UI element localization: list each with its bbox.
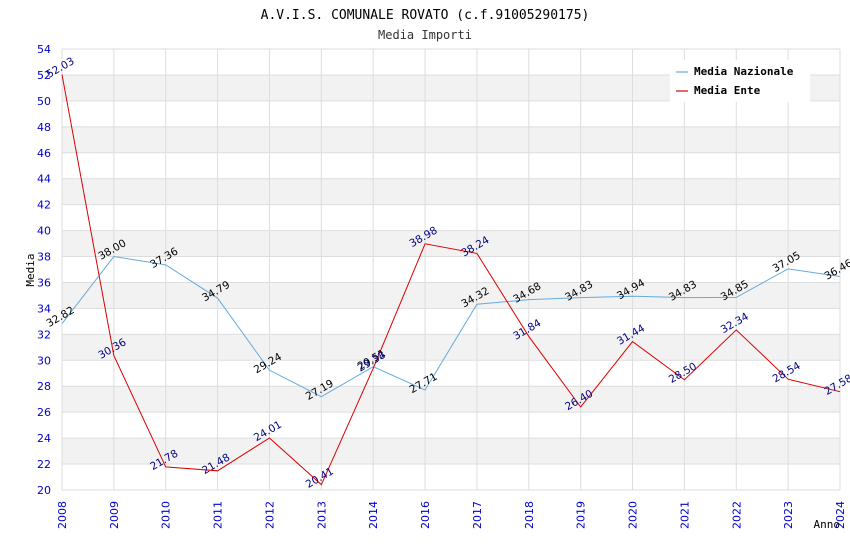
y-tick-label: 34 bbox=[37, 302, 51, 315]
x-tick-label: 2018 bbox=[523, 501, 536, 529]
x-tick-label: 2020 bbox=[627, 501, 640, 529]
y-tick-label: 54 bbox=[37, 43, 51, 56]
y-tick-label: 40 bbox=[37, 225, 51, 238]
y-axis-label: Media bbox=[24, 253, 37, 286]
series-lines bbox=[61, 74, 841, 486]
grid-band bbox=[62, 178, 840, 205]
x-tick-label: 2022 bbox=[730, 501, 743, 529]
y-tick-label: 42 bbox=[37, 199, 51, 212]
y-tick-label: 48 bbox=[37, 121, 51, 134]
grid-bands bbox=[62, 74, 840, 465]
grid-band bbox=[62, 282, 840, 309]
y-tick-label: 28 bbox=[37, 380, 51, 393]
y-tick-label: 26 bbox=[37, 406, 51, 419]
x-tick-label: 2013 bbox=[315, 501, 328, 529]
x-tick-label: 2023 bbox=[782, 501, 795, 529]
series-line-nazionale bbox=[61, 255, 841, 398]
y-axis-ticks: 20 22 24 26 28 30 32 34 36 38 40 42 44 46 48 50 52 54 bbox=[37, 43, 51, 497]
y-tick-label: 22 bbox=[37, 458, 51, 471]
grid-band bbox=[62, 386, 840, 413]
x-tick-label: 2011 bbox=[212, 501, 225, 529]
x-tick-label: 2024 bbox=[834, 501, 847, 529]
y-tick-label: 24 bbox=[37, 432, 51, 445]
series-line-ente bbox=[61, 74, 841, 486]
data-label: 20.41 bbox=[304, 465, 336, 490]
data-label: 36.46 bbox=[822, 257, 850, 283]
x-tick-label: 2010 bbox=[160, 501, 173, 529]
legend-box bbox=[670, 60, 810, 102]
grid-band bbox=[62, 438, 840, 465]
x-tick-label: 2016 bbox=[419, 501, 432, 529]
y-tick-label: 32 bbox=[37, 328, 51, 341]
x-tick-label: 2012 bbox=[263, 501, 276, 529]
data-label: 28.50 bbox=[667, 360, 699, 385]
grid-band bbox=[62, 126, 840, 153]
x-tick-label: 2021 bbox=[678, 501, 691, 529]
grid-band bbox=[62, 230, 840, 257]
y-tick-label: 46 bbox=[37, 147, 51, 160]
chart-subtitle: Media Importi bbox=[378, 28, 472, 42]
x-tick-label: 2008 bbox=[56, 501, 69, 529]
legend: Media Nazionale Media Ente bbox=[670, 60, 810, 102]
data-label: 32.34 bbox=[719, 310, 751, 336]
x-tick-label: 2019 bbox=[575, 501, 588, 529]
y-tick-label: 30 bbox=[37, 354, 51, 367]
x-axis-label: Anno bbox=[814, 518, 841, 531]
y-tick-label: 44 bbox=[37, 173, 51, 186]
x-tick-label: 2014 bbox=[367, 501, 380, 529]
legend-label-ente: Media Ente bbox=[694, 84, 761, 97]
y-tick-label: 36 bbox=[37, 276, 51, 289]
x-axis-ticks: 2008 2009 2010 2011 2012 2013 2014 2016 2017 2018… bbox=[56, 501, 847, 529]
grid-lines bbox=[61, 48, 841, 491]
x-tick-label: 2009 bbox=[108, 501, 121, 529]
legend-label-nazionale: Media Nazionale bbox=[694, 65, 794, 78]
y-tick-label: 38 bbox=[37, 251, 51, 264]
y-tick-label: 50 bbox=[37, 95, 51, 108]
y-tick-label: 52 bbox=[37, 69, 51, 82]
x-tick-label: 2017 bbox=[471, 501, 484, 529]
chart-title: A.V.I.S. COMUNALE ROVATO (c.f.9100529017… bbox=[261, 8, 590, 23]
y-tick-label: 20 bbox=[37, 484, 51, 497]
